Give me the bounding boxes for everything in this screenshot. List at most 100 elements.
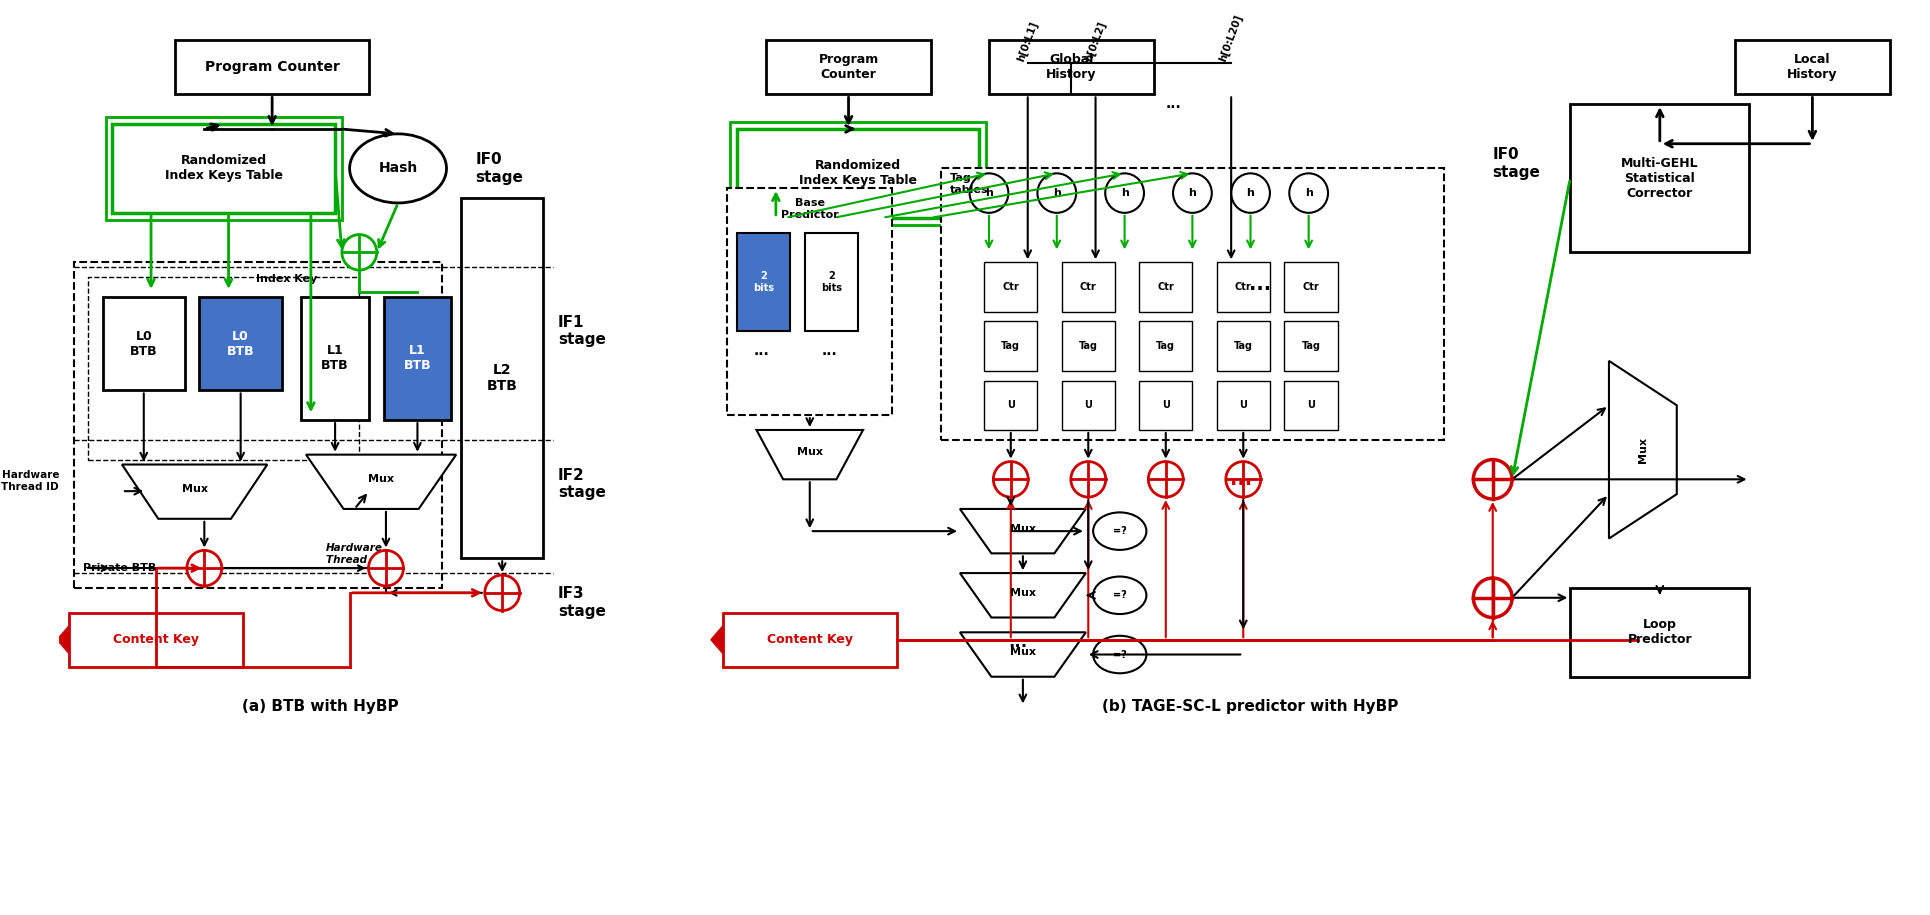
FancyBboxPatch shape <box>984 263 1036 311</box>
Circle shape <box>484 575 519 610</box>
Text: Ctr: Ctr <box>1002 282 1019 292</box>
Text: h: h <box>1052 188 1060 198</box>
FancyBboxPatch shape <box>176 40 369 94</box>
FancyBboxPatch shape <box>1569 104 1749 253</box>
FancyBboxPatch shape <box>384 296 452 420</box>
Circle shape <box>1104 173 1143 213</box>
Text: Content Key: Content Key <box>112 633 199 646</box>
Ellipse shape <box>1092 576 1146 614</box>
Text: Tag: Tag <box>1079 341 1098 351</box>
Polygon shape <box>122 465 266 519</box>
FancyBboxPatch shape <box>112 124 336 213</box>
Polygon shape <box>58 626 69 653</box>
Polygon shape <box>959 509 1085 554</box>
Text: =?: =? <box>1112 590 1125 600</box>
Text: (a) BTB with HyBP: (a) BTB with HyBP <box>241 699 400 714</box>
Text: Program Counter: Program Counter <box>205 60 340 74</box>
Text: Tag: Tag <box>1233 341 1253 351</box>
Text: h: h <box>1247 188 1254 198</box>
Text: Ctr: Ctr <box>1079 282 1096 292</box>
FancyBboxPatch shape <box>89 277 359 459</box>
Text: ...: ... <box>820 344 836 358</box>
FancyBboxPatch shape <box>984 321 1036 371</box>
FancyBboxPatch shape <box>199 296 282 391</box>
Text: =?: =? <box>1112 650 1125 660</box>
Text: Mux: Mux <box>1009 588 1034 598</box>
FancyBboxPatch shape <box>805 232 857 331</box>
Polygon shape <box>305 455 455 509</box>
Text: Loop
Predictor: Loop Predictor <box>1627 619 1691 646</box>
Text: ...: ... <box>753 344 768 358</box>
Circle shape <box>969 173 1007 213</box>
Text: Tag
tables: Tag tables <box>950 173 988 195</box>
Circle shape <box>1071 461 1106 497</box>
Text: Mux: Mux <box>1637 436 1646 463</box>
Text: L1
BTB: L1 BTB <box>403 344 430 372</box>
FancyBboxPatch shape <box>1216 263 1270 311</box>
Text: h: h <box>984 188 992 198</box>
Text: Tag: Tag <box>1301 341 1320 351</box>
FancyBboxPatch shape <box>1139 263 1193 311</box>
Text: ...: ... <box>1229 469 1251 489</box>
Polygon shape <box>710 626 722 653</box>
Text: Ctr: Ctr <box>1303 282 1318 292</box>
Text: Hash: Hash <box>378 161 417 176</box>
Text: IF2
stage: IF2 stage <box>558 468 606 501</box>
Polygon shape <box>757 430 863 479</box>
Circle shape <box>1231 173 1270 213</box>
Text: U: U <box>1162 400 1170 410</box>
Circle shape <box>1148 461 1183 497</box>
Text: L1
BTB: L1 BTB <box>320 344 349 372</box>
Circle shape <box>1473 459 1511 499</box>
FancyBboxPatch shape <box>737 232 789 331</box>
Text: L0
BTB: L0 BTB <box>129 329 158 358</box>
FancyBboxPatch shape <box>1283 321 1337 371</box>
Text: Ctr: Ctr <box>1156 282 1173 292</box>
Ellipse shape <box>349 134 446 203</box>
Text: U: U <box>1307 400 1314 410</box>
FancyBboxPatch shape <box>1283 263 1337 311</box>
FancyBboxPatch shape <box>1283 381 1337 430</box>
FancyBboxPatch shape <box>102 296 185 391</box>
Text: U: U <box>1006 400 1013 410</box>
FancyBboxPatch shape <box>1569 588 1749 677</box>
FancyBboxPatch shape <box>1139 321 1193 371</box>
Text: h[0:L20]: h[0:L20] <box>1218 13 1243 63</box>
Text: Global
History: Global History <box>1046 53 1096 81</box>
Ellipse shape <box>1092 636 1146 673</box>
Circle shape <box>1473 578 1511 618</box>
FancyBboxPatch shape <box>69 612 243 667</box>
FancyBboxPatch shape <box>1062 381 1114 430</box>
Text: h: h <box>1119 188 1127 198</box>
Text: U: U <box>1239 400 1247 410</box>
Text: =?: =? <box>1112 526 1125 536</box>
FancyBboxPatch shape <box>940 168 1444 440</box>
Text: (b) TAGE-SC-L predictor with HyBP: (b) TAGE-SC-L predictor with HyBP <box>1102 699 1397 714</box>
Text: Tag: Tag <box>1002 341 1019 351</box>
Circle shape <box>1036 173 1075 213</box>
Circle shape <box>187 551 222 586</box>
FancyBboxPatch shape <box>106 117 342 220</box>
Circle shape <box>342 234 376 270</box>
FancyBboxPatch shape <box>988 40 1152 94</box>
FancyBboxPatch shape <box>730 122 986 225</box>
Text: ...: ... <box>1164 97 1181 112</box>
FancyBboxPatch shape <box>984 381 1036 430</box>
Text: Randomized
Index Keys Table: Randomized Index Keys Table <box>164 155 282 182</box>
Polygon shape <box>959 632 1085 677</box>
Text: L2
BTB: L2 BTB <box>486 363 517 393</box>
Circle shape <box>1226 461 1260 497</box>
Text: h[0:L2]: h[0:L2] <box>1083 20 1108 63</box>
Text: Program
Counter: Program Counter <box>818 53 878 81</box>
FancyBboxPatch shape <box>1062 321 1114 371</box>
Circle shape <box>1172 173 1212 213</box>
Text: Mux: Mux <box>797 447 822 458</box>
Text: IF0
stage: IF0 stage <box>475 152 523 185</box>
Text: Randomized
Index Keys Table: Randomized Index Keys Table <box>799 159 917 188</box>
Text: IF3
stage: IF3 stage <box>558 587 606 619</box>
Text: Mux: Mux <box>181 484 208 494</box>
FancyBboxPatch shape <box>737 129 979 218</box>
Circle shape <box>369 551 403 586</box>
FancyBboxPatch shape <box>722 612 897 667</box>
FancyBboxPatch shape <box>766 40 930 94</box>
